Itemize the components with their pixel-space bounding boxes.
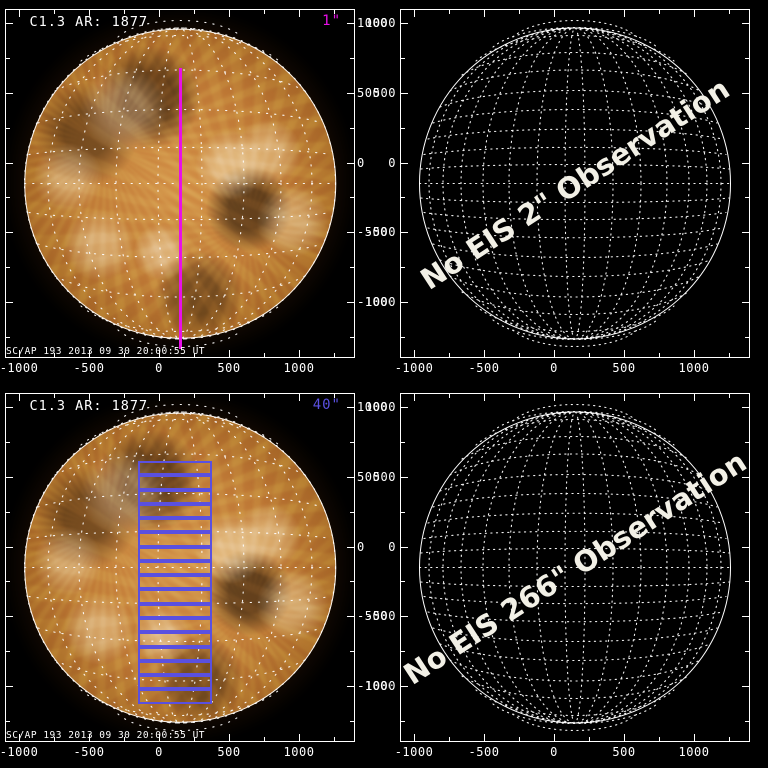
xtick-label: -500 — [468, 745, 500, 759]
xtick-label: -1000 — [0, 745, 39, 759]
xtick-label: 1000 — [283, 745, 315, 759]
ytick-label: 0 — [388, 539, 396, 554]
ytick-label: 1000 — [365, 399, 396, 414]
xtick-label: 1000 — [678, 745, 710, 759]
eis-raster-box — [138, 632, 212, 647]
ytick-labels-bottom-left: 1000 500 0 -500 -1000 — [355, 393, 389, 742]
xtick-label: -500 — [73, 361, 105, 375]
xtick-label: 500 — [217, 745, 241, 759]
heliographic-grid-bl — [23, 403, 337, 732]
heliographic-grid-tr — [418, 19, 732, 348]
panel-bottom-left[interactable]: -1000 -500 0 500 1000 C1.3 AR: 1877 40" … — [0, 393, 355, 759]
eis-raster-box — [138, 461, 212, 476]
eis-raster-box — [138, 589, 212, 604]
panel-top-left[interactable]: -1000 -500 0 500 1000 C1.3 AR: 1877 1" S… — [0, 9, 355, 375]
panel-header-bottom-left: C1.3 AR: 1877 — [29, 398, 149, 414]
xtick-label: -1000 — [0, 361, 39, 375]
xtick-label: 500 — [612, 361, 636, 375]
xtick-label: 0 — [155, 745, 163, 759]
slit-width-label-bottom-left: 40" — [312, 397, 341, 413]
eis-raster-box — [138, 503, 212, 519]
eis-raster-box — [138, 475, 212, 490]
eis-raster-box — [138, 532, 212, 547]
xtick-label: -1000 — [394, 745, 434, 759]
ytick-label: 1000 — [365, 15, 396, 30]
image-timestamp-top-left: SC/AP 193 2013 09 30 20:00:55 UT — [6, 346, 206, 357]
eis-raster-box — [138, 489, 212, 504]
eis-raster-box — [138, 675, 212, 690]
ytick-label: 500 — [372, 85, 396, 100]
image-timestamp-bottom-left: SC/AP 193 2013 09 30 20:00:55 UT — [6, 730, 206, 741]
xtick-label: 1000 — [678, 361, 710, 375]
eis-raster-box — [138, 560, 212, 576]
eis-raster-box — [138, 518, 212, 533]
eis-raster-box — [138, 646, 212, 661]
ytick-label: -500 — [365, 609, 396, 624]
xtick-label: 0 — [155, 361, 163, 375]
xtick-label: 500 — [217, 361, 241, 375]
eis-raster-box — [138, 689, 212, 704]
eis-raster-box — [138, 546, 212, 561]
xtick-label: 0 — [550, 745, 558, 759]
ytick-label: 0 — [388, 155, 396, 170]
aia-image-bottom-left — [5, 393, 355, 742]
ytick-label: -1000 — [357, 679, 389, 694]
eis-raster-stack — [138, 461, 212, 704]
ytick-label: -500 — [357, 225, 388, 240]
panel-bottom-right[interactable]: -1000 -500 0 500 1000 1000 500 0 -500 -1… — [357, 393, 752, 759]
ytick-label: 500 — [357, 469, 381, 484]
eis-raster-box — [138, 603, 212, 618]
xtick-label: 1000 — [283, 361, 315, 375]
ytick-label: 0 — [357, 155, 365, 170]
ytick-label: -1000 — [357, 295, 389, 310]
ytick-label: 0 — [357, 539, 365, 554]
panel-header-top-left: C1.3 AR: 1877 — [29, 14, 149, 30]
eis-raster-box — [138, 575, 212, 590]
slit-width-label-top-left: 1" — [322, 13, 341, 29]
ytick-label: 1000 — [357, 399, 388, 414]
ytick-label: -1000 — [357, 295, 396, 310]
xtick-label: -1000 — [394, 361, 434, 375]
eis-slit-overlay — [179, 68, 182, 350]
ytick-label: -1000 — [357, 679, 396, 694]
eis-raster-box — [138, 660, 212, 676]
ytick-label: -500 — [357, 609, 388, 624]
panel-top-right[interactable]: -1000 -500 0 500 1000 1000 500 0 -500 -1… — [357, 9, 750, 375]
xtick-label: 0 — [550, 361, 558, 375]
ytick-label: 500 — [372, 469, 396, 484]
eis-raster-box — [138, 617, 212, 633]
xtick-label: -500 — [468, 361, 500, 375]
heliographic-grid-br — [418, 403, 732, 732]
ytick-label: -500 — [365, 225, 396, 240]
xtick-label: 500 — [612, 745, 636, 759]
ytick-label: 500 — [357, 85, 381, 100]
xtick-label: -500 — [73, 745, 105, 759]
ytick-label: 1000 — [357, 15, 388, 30]
ytick-labels-top-left: 1000 500 0 -500 -1000 — [355, 9, 389, 358]
